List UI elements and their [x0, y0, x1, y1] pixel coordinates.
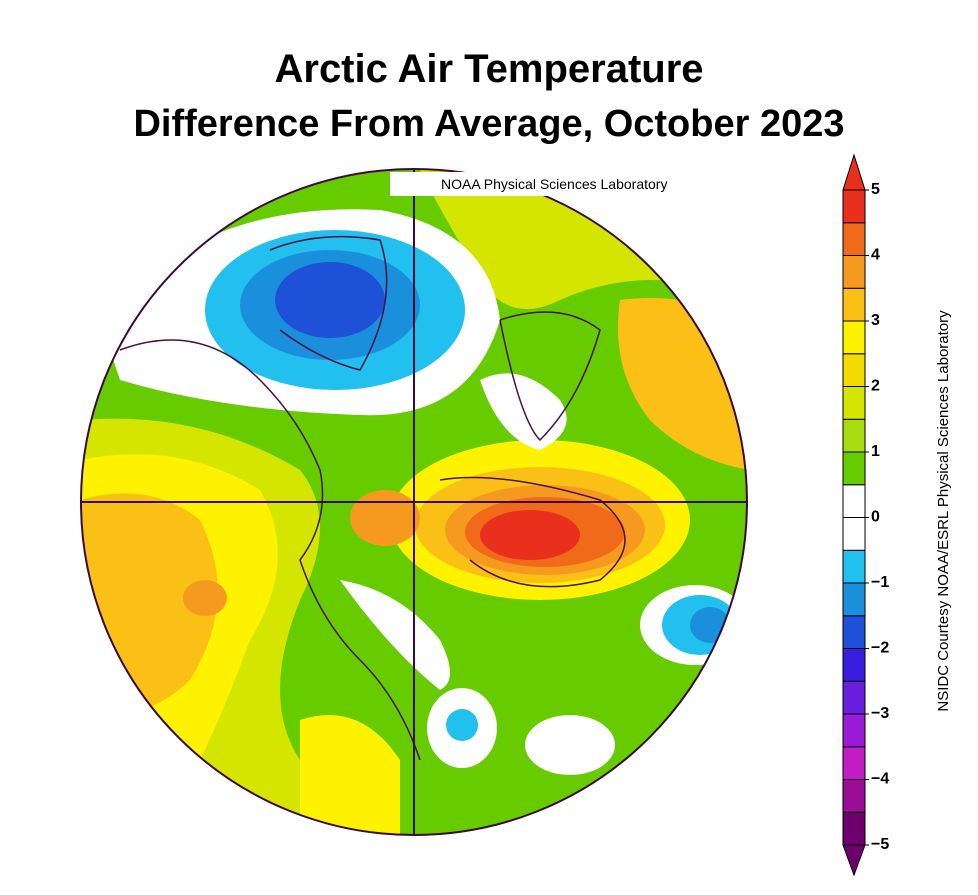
colorbar-segment — [842, 746, 866, 780]
colorbar-tick-label: 2 — [871, 378, 880, 395]
title: Arctic Air Temperature — [274, 47, 703, 91]
colorbar-tick-label: 5 — [871, 181, 880, 198]
colorbar-segment — [842, 353, 866, 387]
colorbar-tick-label: −2 — [871, 640, 889, 657]
neutral-region — [340, 580, 450, 690]
colorbar-segment — [842, 713, 866, 748]
colorbar-tick-label: −4 — [871, 771, 889, 788]
colorbar: −5 −4 −3 −2 −1 0 1 2 3 4 5 — [842, 153, 889, 877]
neutral-region — [525, 715, 615, 775]
coastlines — [119, 235, 626, 761]
colorbar-segment — [842, 189, 866, 224]
colorbar-segment — [842, 517, 866, 551]
warm-spot — [350, 490, 420, 546]
warm-region — [300, 715, 400, 835]
colorbar-segment — [842, 549, 866, 584]
colorbar-segment — [842, 680, 866, 715]
colorbar-segment — [842, 451, 866, 486]
source-label: NOAA Physical Sciences Laboratory — [441, 176, 667, 192]
colorbar-segment — [842, 582, 866, 617]
colorbar-segment — [842, 418, 866, 453]
colorbar-segment — [842, 386, 866, 420]
colorbar-tick-label: −5 — [871, 836, 889, 853]
cool-core — [275, 262, 385, 338]
colorbar-segment — [842, 320, 866, 355]
colorbar-segment — [842, 779, 866, 813]
colorbar-segment — [842, 648, 866, 682]
warm-core — [480, 510, 580, 560]
colorbar-segment — [842, 222, 866, 256]
source-box — [390, 172, 745, 196]
colorbar-segment — [842, 615, 866, 649]
neutral-region — [480, 373, 567, 450]
warm-spot — [183, 580, 227, 616]
colorbar-tick-label: 3 — [871, 312, 880, 329]
colorbar-tick-label: 4 — [871, 247, 880, 264]
colorbar-tick-label: −1 — [871, 574, 889, 591]
colorbar-arrow-top — [842, 153, 866, 191]
colorbar-tick-label: 0 — [871, 509, 880, 526]
colorbar-arrow-bottom — [842, 844, 866, 877]
cool-spot — [446, 709, 478, 741]
colorbar-segment — [842, 255, 866, 289]
credit: NSIDC Courtesy NOAA/ESRL Physical Scienc… — [935, 310, 952, 712]
colorbar-tick-label: 1 — [871, 443, 880, 460]
subtitle: Difference From Average, October 2023 — [133, 103, 844, 145]
colorbar-segment — [842, 287, 866, 322]
colorbar-segment — [842, 484, 866, 518]
colorbar-segment — [842, 811, 866, 846]
colorbar-tick-label: −3 — [871, 705, 889, 722]
